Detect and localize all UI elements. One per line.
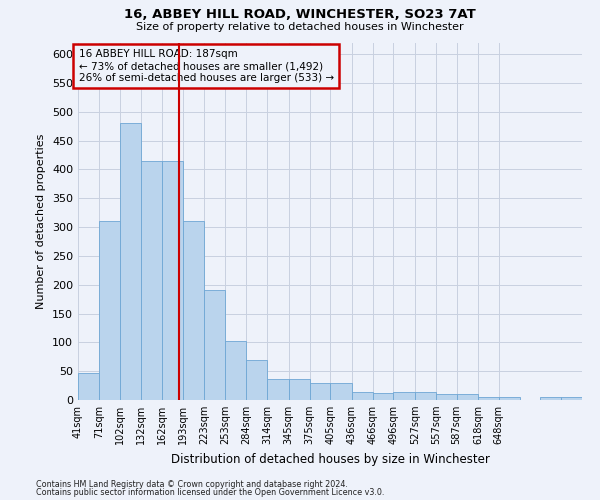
Bar <box>331 382 352 400</box>
Bar <box>561 397 582 400</box>
Bar <box>352 392 373 400</box>
Bar <box>184 220 204 400</box>
Bar <box>225 340 247 400</box>
Bar <box>541 397 561 400</box>
Bar <box>310 382 331 400</box>
Bar <box>436 394 457 400</box>
Bar <box>415 392 436 400</box>
Text: 16, ABBEY HILL ROAD, WINCHESTER, SO23 7AT: 16, ABBEY HILL ROAD, WINCHESTER, SO23 7A… <box>124 8 476 20</box>
Bar <box>204 290 225 400</box>
Bar <box>247 360 267 400</box>
Y-axis label: Number of detached properties: Number of detached properties <box>37 134 46 309</box>
Bar <box>457 394 478 400</box>
Text: Contains HM Land Registry data © Crown copyright and database right 2024.: Contains HM Land Registry data © Crown c… <box>36 480 348 489</box>
Bar <box>267 378 289 400</box>
X-axis label: Distribution of detached houses by size in Winchester: Distribution of detached houses by size … <box>170 452 490 466</box>
Bar <box>99 220 120 400</box>
Text: 16 ABBEY HILL ROAD: 187sqm
← 73% of detached houses are smaller (1,492)
26% of s: 16 ABBEY HILL ROAD: 187sqm ← 73% of deta… <box>79 50 334 82</box>
Bar <box>499 397 520 400</box>
Bar <box>120 123 141 400</box>
Bar <box>162 160 184 400</box>
Bar <box>78 374 99 400</box>
Text: Size of property relative to detached houses in Winchester: Size of property relative to detached ho… <box>136 22 464 32</box>
Bar <box>141 160 162 400</box>
Bar <box>394 392 415 400</box>
Bar <box>289 378 310 400</box>
Bar <box>478 397 499 400</box>
Text: Contains public sector information licensed under the Open Government Licence v3: Contains public sector information licen… <box>36 488 385 497</box>
Bar <box>373 392 394 400</box>
